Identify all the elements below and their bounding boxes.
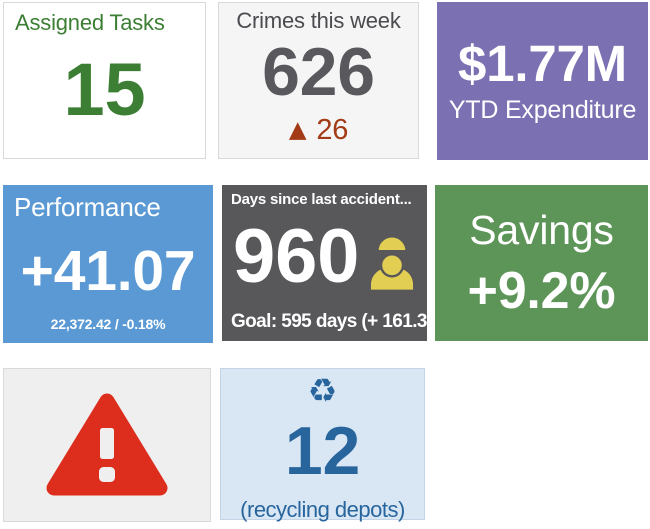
- performance-value: +41.07: [20, 239, 196, 303]
- card-days-since-accident: Days since last accident... 960 Goal: 59…: [222, 185, 449, 341]
- recycling-value: 12: [284, 413, 361, 489]
- card-warning: [3, 368, 211, 522]
- card-recycling-depots: ♻ 12 (recycling depots): [220, 368, 425, 522]
- crimes-delta-value: 26: [316, 114, 349, 146]
- card-performance: Performance +41.07 22,372.42 / -0.18%: [3, 185, 213, 343]
- card-ytd-expenditure: $1.77M YTD Expenditure: [437, 2, 648, 160]
- recycle-icon: ♻: [307, 371, 338, 410]
- days-since-accident-value: 960: [233, 214, 360, 300]
- expenditure-value: $1.77M: [458, 34, 627, 92]
- crimes-title: Crimes this week: [236, 8, 401, 33]
- assigned-tasks-value: 15: [63, 48, 146, 131]
- crimes-value: 626: [262, 34, 375, 110]
- days-since-accident-main: 960: [231, 208, 418, 311]
- savings-title: Savings: [469, 206, 614, 253]
- person-hard-hat-icon: [370, 230, 414, 290]
- up-triangle-icon: ▲: [288, 117, 307, 143]
- savings-value: +9.2%: [467, 261, 616, 320]
- card-assigned-tasks: Assigned Tasks 15: [3, 2, 206, 159]
- days-since-accident-goal: Goal: 595 days (+ 161.3%): [231, 311, 449, 332]
- expenditure-label: YTD Expenditure: [448, 95, 637, 124]
- assigned-tasks-title: Assigned Tasks: [15, 10, 165, 35]
- performance-detail: 22,372.42 / -0.18%: [50, 316, 166, 332]
- recycling-label: (recycling depots): [240, 497, 405, 522]
- card-crimes-this-week: Crimes this week 626 ▲ 26: [218, 2, 419, 159]
- crimes-delta: ▲ 26: [288, 114, 349, 147]
- days-since-accident-title: Days since last accident...: [231, 191, 412, 208]
- performance-title: Performance: [14, 192, 161, 222]
- card-savings: Savings +9.2%: [435, 185, 648, 341]
- warning-triangle-icon: [45, 391, 169, 499]
